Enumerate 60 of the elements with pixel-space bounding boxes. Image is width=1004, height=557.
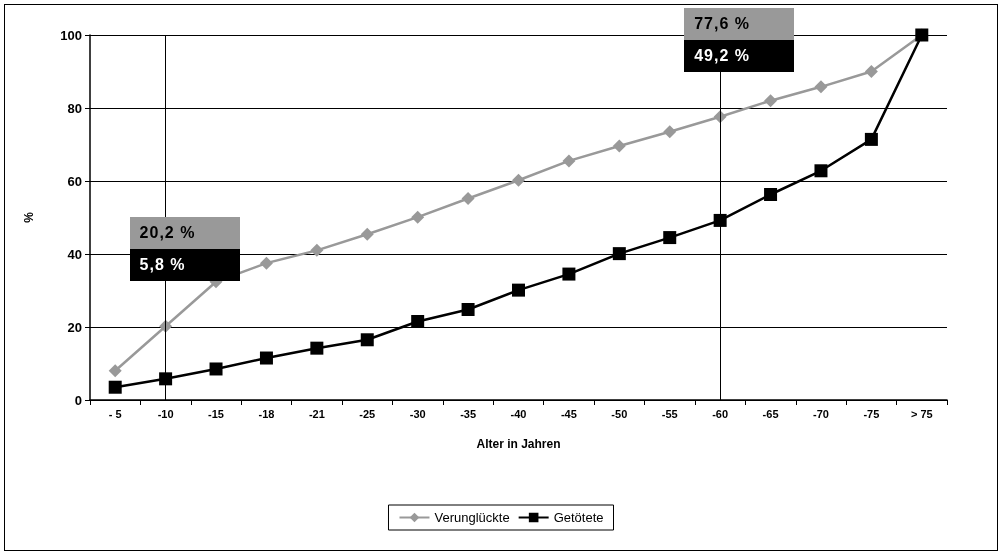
y-tick-label: 20 — [67, 319, 82, 335]
point — [108, 364, 122, 378]
x-tick-label: -15 — [208, 407, 224, 420]
point — [562, 267, 576, 281]
point — [612, 247, 626, 261]
x-tick-label: -21 — [308, 407, 325, 420]
point — [411, 315, 425, 329]
y-tick-label: 40 — [67, 246, 82, 262]
point — [360, 227, 374, 241]
point — [159, 372, 173, 386]
point — [764, 188, 778, 202]
x-tick-label: > 75 — [910, 407, 933, 420]
point — [360, 333, 374, 347]
x-tick-label: -75 — [863, 407, 880, 420]
y-tick-label: 100 — [60, 27, 82, 43]
x-tick-label: -18 — [258, 407, 275, 420]
point — [814, 164, 828, 178]
x-tick-label: -60 — [712, 407, 729, 420]
point — [864, 132, 878, 146]
point — [713, 213, 727, 227]
point — [663, 231, 677, 245]
x-tick-label: -10 — [157, 407, 174, 420]
x-tick-label: - 5 — [108, 407, 122, 420]
x-tick-label: -30 — [409, 407, 426, 420]
x-axis-title: Alter in Jahren — [476, 437, 561, 451]
annotation: 20,2 % — [139, 224, 196, 243]
x-tick-label: -55 — [661, 407, 678, 420]
point — [864, 65, 878, 78]
x-tick-label: -25 — [359, 407, 376, 420]
x-tick-label: -70 — [813, 407, 829, 420]
point — [512, 173, 525, 187]
point — [562, 154, 576, 168]
y-tick-label: 80 — [67, 100, 82, 116]
point — [512, 283, 525, 297]
point — [259, 351, 273, 365]
y-tick-label: 60 — [67, 173, 82, 189]
point — [310, 341, 324, 355]
point — [663, 125, 677, 139]
x-tick-label: -40 — [510, 407, 527, 420]
y-axis-title: % — [22, 211, 36, 223]
legend-label: Getötete — [553, 510, 604, 525]
legend-label: Verunglückte — [434, 510, 510, 525]
point — [461, 192, 475, 206]
point — [764, 94, 778, 108]
text: 77,6 % — [694, 14, 750, 33]
point — [612, 139, 626, 153]
annotation: 49,2 % — [694, 46, 750, 65]
point — [108, 380, 122, 394]
x-tick-label: -65 — [762, 407, 779, 420]
x-tick-label: -35 — [460, 407, 477, 420]
annotation: 5,8 % — [139, 256, 186, 275]
y-tick-label: 0 — [74, 392, 82, 408]
point — [411, 210, 425, 224]
point — [259, 256, 273, 270]
x-tick-label: -50 — [611, 407, 628, 420]
point — [310, 243, 324, 257]
point — [461, 302, 475, 316]
point — [814, 80, 828, 94]
x-tick-label: -45 — [560, 407, 577, 420]
point — [209, 362, 223, 376]
